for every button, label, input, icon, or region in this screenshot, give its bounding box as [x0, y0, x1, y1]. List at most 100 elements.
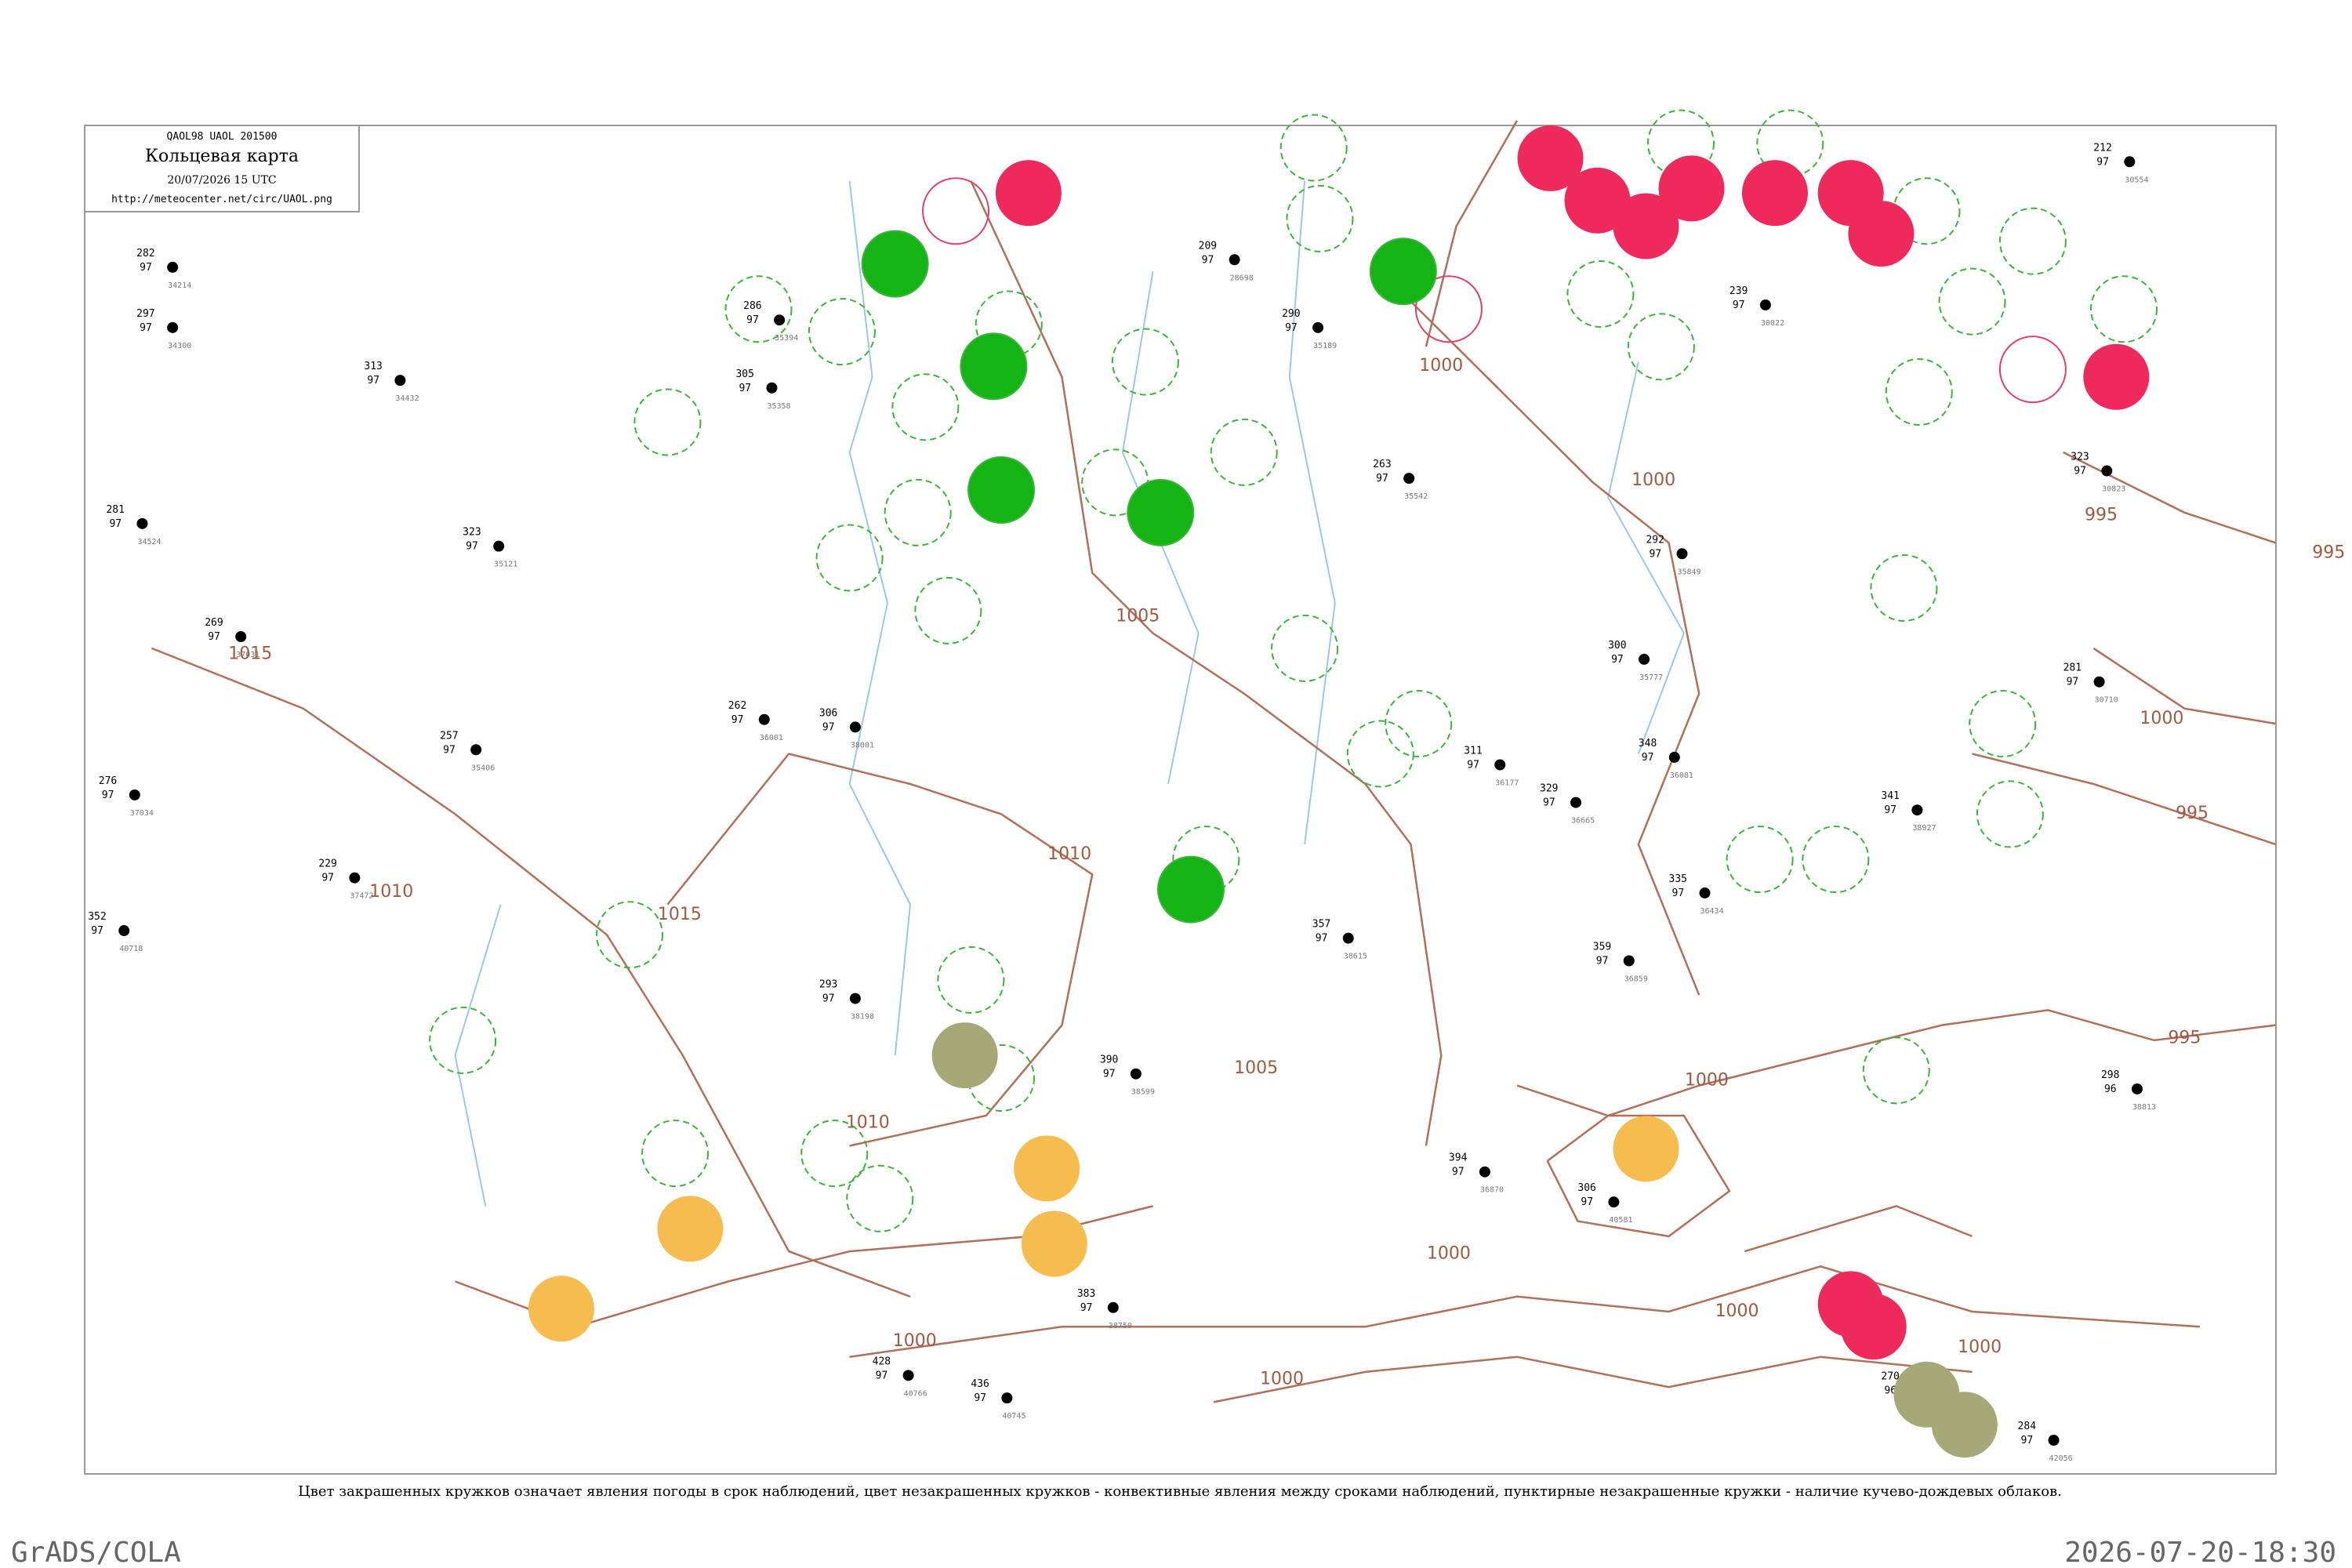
station-pressure: 239	[1730, 285, 1748, 297]
station-id: 34524	[137, 538, 161, 546]
station-id: 35121	[494, 561, 517, 569]
cb-circle	[1271, 614, 1339, 682]
station-pressure: 286	[743, 300, 761, 312]
station-id: 36870	[1480, 1186, 1504, 1195]
station-pressure: 306	[1577, 1182, 1595, 1194]
station-dot	[902, 1370, 914, 1381]
river	[1288, 180, 1336, 845]
cb-circle	[1385, 690, 1453, 758]
cb-circle	[596, 901, 664, 969]
station-id: 35394	[775, 334, 798, 343]
station-humidity: 97	[1285, 322, 1298, 334]
cb-circle	[1976, 780, 2044, 848]
station-dot	[1911, 804, 1923, 816]
station-dot	[394, 375, 406, 387]
station-pressure: 297	[136, 308, 154, 320]
station-dot	[235, 631, 247, 643]
isobar	[2092, 647, 2276, 725]
station-dot	[1479, 1166, 1490, 1178]
station-humidity: 97	[2067, 677, 2079, 688]
station-humidity: 97	[1202, 254, 1214, 266]
station-dot	[1229, 254, 1240, 266]
rain-circle	[1127, 478, 1195, 546]
station-dot	[2124, 156, 2136, 168]
station-pressure: 305	[735, 368, 753, 380]
rain-circle	[960, 332, 1028, 401]
station-pressure: 282	[136, 248, 154, 260]
cb-circle	[429, 1006, 497, 1074]
station-humidity: 97	[974, 1392, 986, 1404]
station-id: 35406	[471, 764, 495, 772]
isobar-label: 1005	[1116, 606, 1160, 626]
station-dot	[1130, 1068, 1142, 1080]
station-humidity: 97	[466, 541, 478, 553]
station-humidity: 97	[1316, 933, 1328, 945]
station-pressure: 436	[971, 1378, 989, 1390]
station-id: 35189	[1313, 342, 1337, 350]
station-dot	[118, 925, 130, 937]
station-humidity: 97	[443, 744, 456, 756]
station-dot	[1494, 759, 1506, 771]
station-pressure: 290	[1282, 308, 1300, 320]
station-id: 38615	[1344, 953, 1367, 961]
isobar-label: 1000	[1958, 1338, 2002, 1357]
station-pressure: 281	[106, 504, 124, 516]
isobar	[1213, 1356, 1973, 1403]
station-pressure: 323	[2071, 452, 2089, 463]
station-dot	[2048, 1435, 2060, 1446]
station-humidity: 96	[2104, 1083, 2117, 1095]
station-pressure: 352	[88, 911, 106, 923]
cb-circle	[1210, 418, 1278, 486]
cb-circle	[1566, 260, 1635, 328]
cb-circle	[1627, 313, 1695, 381]
station-id: 36434	[1700, 907, 1724, 916]
station-id: 30823	[2102, 485, 2125, 494]
cb-circle	[1286, 184, 1354, 252]
station-pressure: 306	[819, 707, 837, 719]
isobar-label: 1000	[1427, 1244, 1471, 1264]
cb-circle	[641, 1120, 710, 1188]
convective-circle	[1998, 336, 2067, 404]
isobar	[2063, 451, 2276, 544]
station-dot	[2101, 465, 2113, 477]
station-dot	[1570, 797, 1582, 808]
station-pressure: 394	[1449, 1152, 1468, 1164]
cb-circle	[1802, 826, 1870, 894]
rain-circle	[1156, 855, 1225, 924]
station-id: 40581	[1609, 1216, 1632, 1225]
isobar-label: 995	[2312, 543, 2345, 563]
isobar-label: 1015	[658, 905, 702, 924]
station-pressure: 276	[99, 775, 117, 787]
station-pressure: 323	[463, 527, 481, 539]
station-humidity: 97	[1080, 1302, 1093, 1314]
isobar-label: 1015	[228, 644, 272, 663]
station-pressure: 359	[1593, 941, 1611, 953]
station-pressure: 300	[1608, 640, 1626, 652]
header-title: Кольцевая карта	[145, 147, 299, 166]
station-pressure: 262	[728, 700, 746, 712]
station-pressure: 428	[873, 1356, 891, 1367]
convective-circle	[1414, 275, 1483, 343]
thunder-circle	[1848, 201, 1915, 267]
thunder-circle	[1840, 1294, 1907, 1360]
isobar-label: 1000	[1419, 356, 1463, 376]
cb-circle	[1885, 358, 1953, 426]
station-dot	[470, 744, 482, 756]
station-humidity: 97	[1596, 955, 1609, 967]
station-pressure: 263	[1373, 459, 1391, 470]
thunder-circle	[1613, 193, 1679, 260]
station-dot	[758, 713, 770, 725]
station-id: 28698	[1230, 274, 1254, 282]
station-pressure: 284	[2018, 1421, 2037, 1432]
isobar	[666, 753, 1094, 1147]
isobar-label: 1000	[893, 1331, 937, 1351]
header-url: http://meteocenter.net/circ/UAOL.png	[111, 194, 332, 205]
station-humidity: 97	[140, 322, 152, 334]
station-dot	[766, 382, 778, 394]
station-pressure: 390	[1100, 1054, 1118, 1066]
station-pressure: 298	[2101, 1069, 2119, 1081]
cb-circle	[808, 298, 876, 366]
footer-left: GrADS/COLA	[11, 1537, 181, 1568]
thunder-circle	[1517, 125, 1584, 191]
header-time: 20/07/2026 15 UTC	[167, 174, 276, 187]
